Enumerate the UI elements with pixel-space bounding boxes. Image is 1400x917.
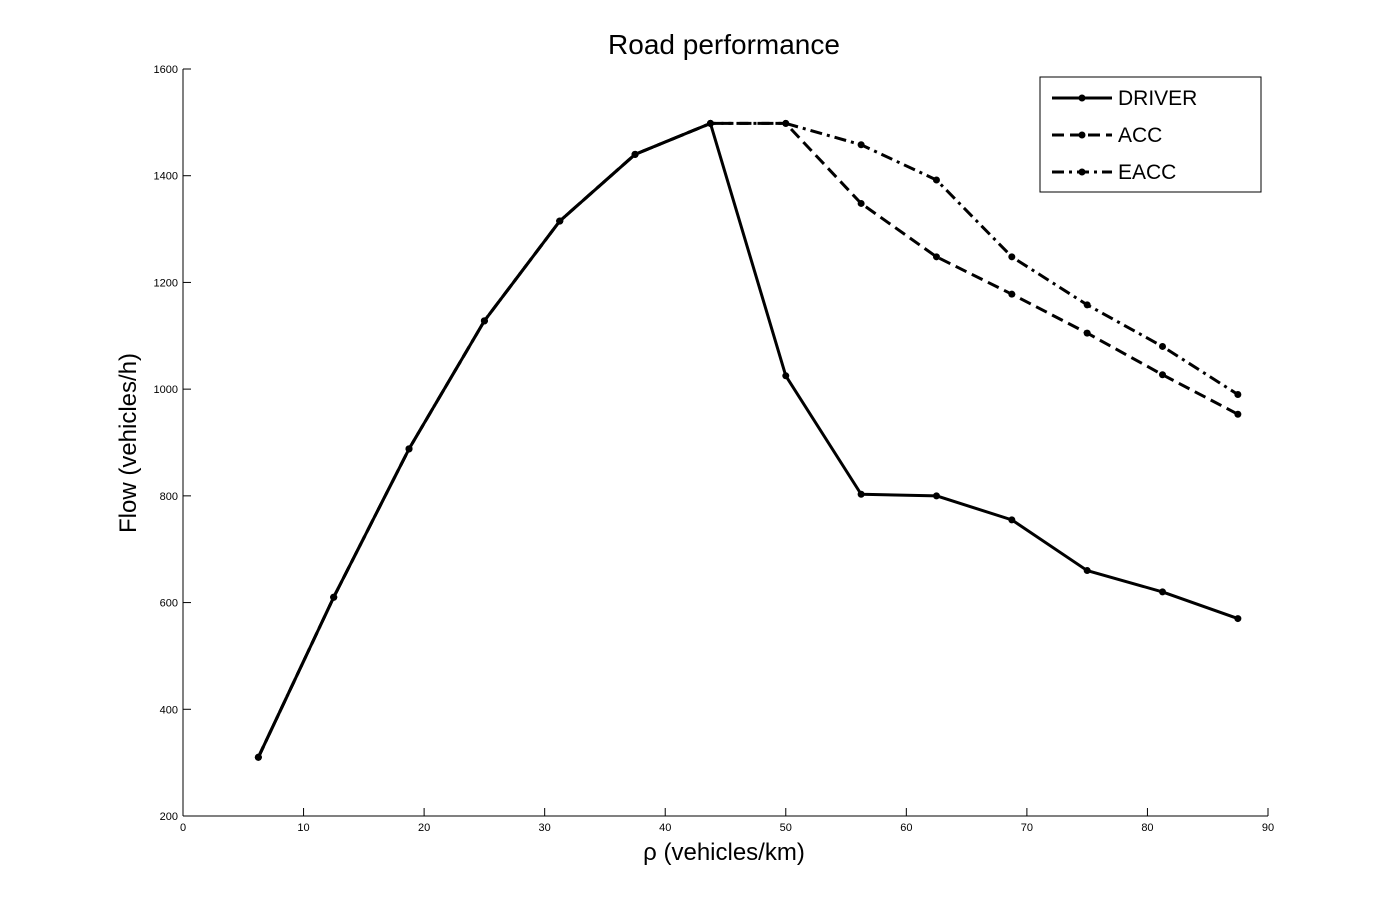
data-point-driver bbox=[1159, 588, 1167, 596]
data-point-acc bbox=[1159, 371, 1167, 379]
x-tick-label: 60 bbox=[900, 822, 912, 834]
x-tick-label: 70 bbox=[1021, 822, 1033, 834]
data-point-driver bbox=[254, 753, 262, 761]
legend-label-acc: ACC bbox=[1118, 124, 1162, 147]
y-tick-label: 1000 bbox=[154, 384, 178, 396]
series-layer bbox=[254, 119, 1242, 761]
data-point-eacc bbox=[1083, 301, 1091, 309]
x-tick-label: 40 bbox=[659, 822, 671, 834]
data-point-eacc bbox=[1159, 342, 1167, 350]
x-axis-label: ρ (vehicles/km) bbox=[643, 839, 805, 866]
data-point-driver bbox=[782, 372, 790, 380]
data-point-eacc bbox=[857, 141, 865, 149]
axes: 0 10 20 30 40 50 60 70 80 90 200 400 600 800 1000 1200 1… bbox=[154, 64, 1275, 834]
data-point-driver bbox=[1008, 516, 1016, 524]
data-point-driver bbox=[330, 593, 338, 601]
y-tick-label: 600 bbox=[160, 598, 178, 610]
data-point-eacc bbox=[1234, 390, 1242, 398]
data-point-eacc bbox=[1008, 253, 1016, 261]
data-point-acc bbox=[782, 119, 790, 127]
data-point-driver bbox=[932, 492, 940, 500]
x-tick-label: 20 bbox=[418, 822, 430, 834]
legend-label-driver: DRIVER bbox=[1118, 87, 1197, 110]
x-tick-label: 80 bbox=[1141, 822, 1153, 834]
y-tick-label: 800 bbox=[160, 491, 178, 503]
x-tick-label: 30 bbox=[539, 822, 551, 834]
legend-marker-driver bbox=[1078, 94, 1086, 102]
y-tick-label: 400 bbox=[160, 704, 178, 716]
data-point-driver bbox=[405, 445, 413, 453]
data-point-acc bbox=[1083, 329, 1091, 337]
data-point-acc bbox=[857, 199, 865, 207]
data-point-driver bbox=[1234, 615, 1242, 623]
data-point-acc bbox=[1234, 410, 1242, 418]
y-tick-label: 1600 bbox=[154, 64, 178, 76]
data-point-eacc bbox=[932, 176, 940, 184]
chart-title: Road performance bbox=[608, 29, 840, 60]
data-point-driver bbox=[706, 119, 714, 127]
y-tick-label: 200 bbox=[160, 811, 178, 823]
data-point-driver bbox=[1083, 567, 1091, 575]
legend-label-eacc: EACC bbox=[1118, 161, 1176, 184]
series-line-driver bbox=[256, 121, 1239, 758]
data-point-driver bbox=[857, 490, 865, 498]
y-tick-label: 1200 bbox=[154, 277, 178, 289]
legend-marker-eacc bbox=[1078, 168, 1086, 176]
data-point-acc bbox=[1008, 290, 1016, 298]
x-tick-label: 10 bbox=[297, 822, 309, 834]
legend: DRIVER ACC EACC bbox=[1039, 76, 1262, 193]
data-point-driver bbox=[556, 217, 564, 225]
series-driver bbox=[254, 119, 1242, 761]
x-tick-label: 90 bbox=[1262, 822, 1274, 834]
data-point-driver bbox=[480, 317, 488, 325]
x-tick-label: 50 bbox=[780, 822, 792, 834]
y-axis-label: Flow (vehicles/h) bbox=[115, 353, 142, 533]
data-point-driver bbox=[631, 150, 639, 158]
y-tick-label: 1400 bbox=[154, 171, 178, 183]
legend-marker-acc bbox=[1078, 131, 1086, 139]
data-point-acc bbox=[932, 253, 940, 261]
x-tick-label: 0 bbox=[180, 822, 186, 834]
